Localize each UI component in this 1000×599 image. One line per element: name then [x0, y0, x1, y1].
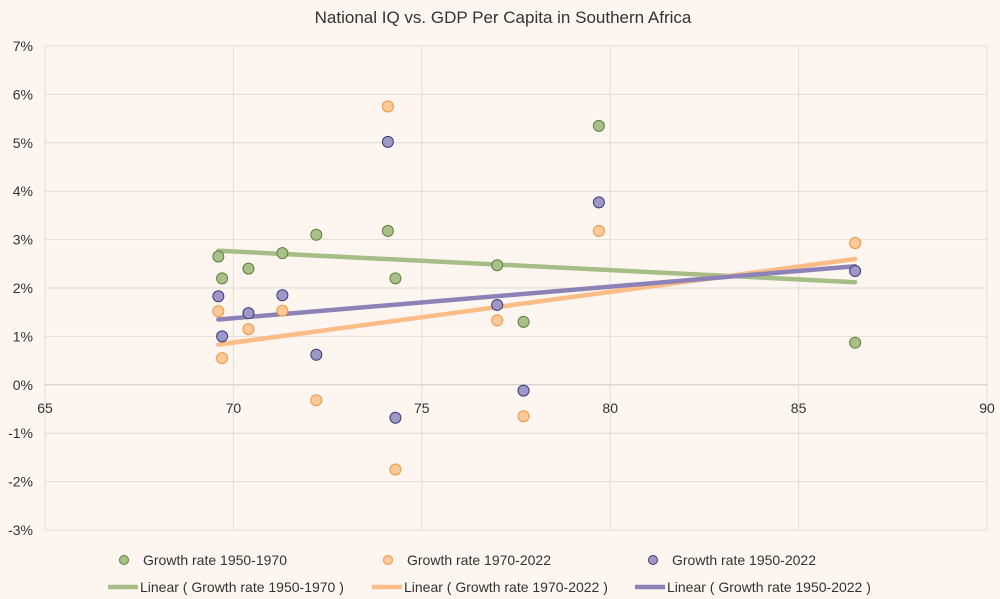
data-point [389, 411, 402, 424]
data-point [517, 315, 530, 328]
y-tick-label: 6% [13, 86, 33, 102]
data-point [849, 265, 862, 278]
data-point [212, 290, 225, 303]
data-point [381, 224, 394, 237]
data-point [592, 196, 605, 209]
data-point [212, 250, 225, 263]
y-tick-label: -2% [8, 474, 33, 490]
trendlines [216, 248, 858, 347]
data-point [517, 410, 530, 423]
y-tick-label: 3% [13, 232, 33, 248]
legend-label: Growth rate 1950-1970 [143, 552, 287, 568]
data-point [491, 314, 504, 327]
data-point [491, 259, 504, 272]
chart-title: National IQ vs. GDP Per Capita in Southe… [315, 8, 692, 27]
data-point [276, 247, 289, 260]
y-tick-label: 0% [13, 377, 33, 393]
legend-marker [119, 555, 129, 565]
legend-label: Linear ( Growth rate 1950-1970 ) [140, 579, 344, 595]
data-point [592, 224, 605, 237]
x-tick-label: 85 [791, 400, 807, 416]
data-point [389, 272, 402, 285]
data-point [216, 352, 229, 365]
legend-label: Growth rate 1970-2022 [407, 552, 551, 568]
data-point [310, 348, 323, 361]
data-point [389, 463, 402, 476]
legend: Growth rate 1950-1970 Growth rate 1970-20… [108, 552, 871, 595]
data-point [592, 119, 605, 132]
data-point [517, 384, 530, 397]
trendline [216, 263, 858, 322]
legend-label: Linear ( Growth rate 1970-2022 ) [404, 579, 608, 595]
data-point [381, 100, 394, 113]
data-points [212, 100, 862, 476]
data-point [216, 272, 229, 285]
x-tick-label: 80 [602, 400, 618, 416]
y-tick-label: 2% [13, 280, 33, 296]
legend-marker [383, 555, 393, 565]
tick-labels: -3% -2% -1% 0% 1% 2% 3% 4% 5% 6% 7% 65 70 75 80 85 90 [8, 38, 995, 538]
y-tick-label: 4% [13, 183, 33, 199]
gridlines [44, 45, 988, 531]
data-point [212, 305, 225, 318]
y-tick-label: -3% [8, 522, 33, 538]
x-tick-label: 90 [979, 400, 995, 416]
data-point [242, 262, 255, 275]
data-point [849, 236, 862, 249]
data-point [242, 307, 255, 320]
data-point [276, 304, 289, 317]
data-point [381, 135, 394, 148]
data-point [310, 228, 323, 241]
trendline [216, 248, 858, 285]
data-point [242, 323, 255, 336]
data-point [310, 394, 323, 407]
y-tick-label: 7% [13, 38, 33, 54]
data-point [276, 289, 289, 302]
data-point [491, 298, 504, 311]
y-tick-label: 1% [13, 328, 33, 344]
x-tick-label: 75 [414, 400, 430, 416]
legend-label: Growth rate 1950-2022 [672, 552, 816, 568]
legend-marker [648, 555, 658, 565]
data-point [849, 336, 862, 349]
x-tick-label: 65 [37, 400, 53, 416]
x-tick-label: 70 [226, 400, 242, 416]
trendline [216, 256, 858, 347]
y-tick-label: 5% [13, 135, 33, 151]
y-tick-label: -1% [8, 425, 33, 441]
legend-label: Linear ( Growth rate 1950-2022 ) [667, 579, 871, 595]
data-point [216, 330, 229, 343]
